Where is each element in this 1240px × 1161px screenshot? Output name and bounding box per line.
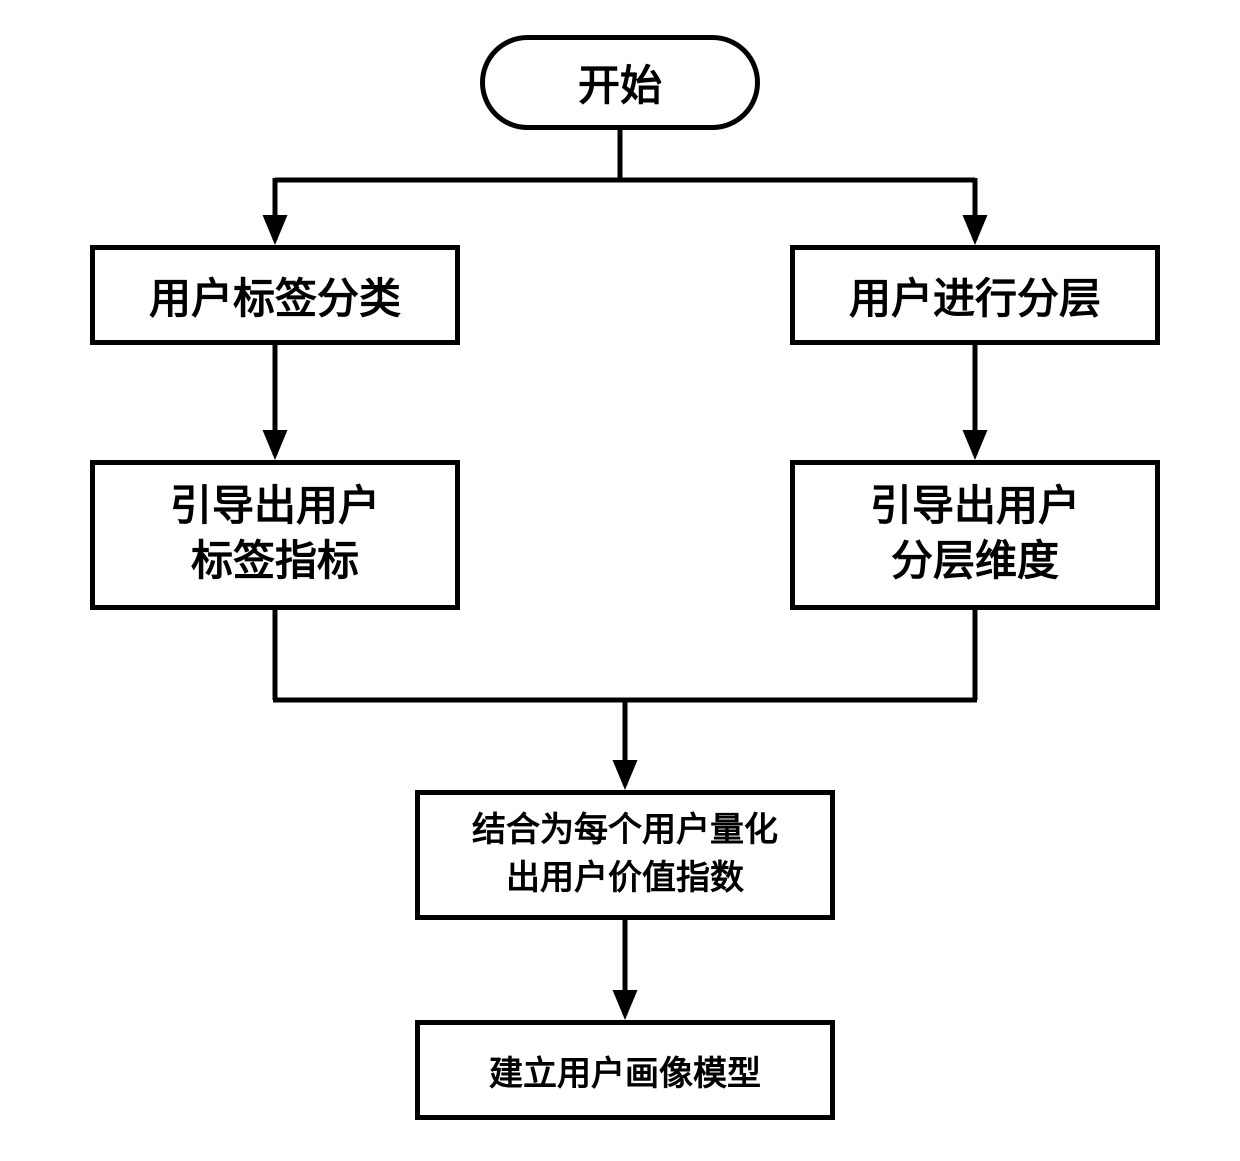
flowchart-edges [0, 0, 1240, 1161]
flowchart-container: 开始 用户标签分类 用户进行分层 引导出用户 标签指标 引导出用户 分层维度 结… [0, 0, 1240, 1161]
